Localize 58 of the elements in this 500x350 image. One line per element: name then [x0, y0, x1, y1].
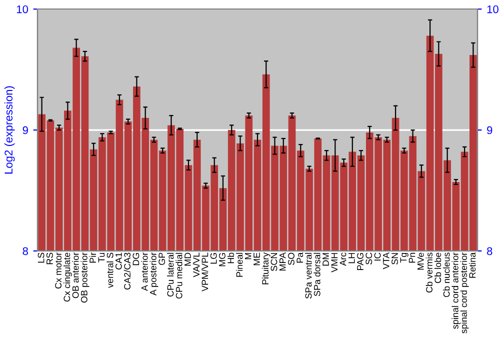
- x-tick-label: CPu lateral: [167, 252, 174, 297]
- x-tick-label: Pa: [296, 252, 304, 263]
- x-tick-label: IC: [374, 252, 381, 261]
- x-tick-label: DM: [322, 253, 329, 266]
- x-tick-label: M: [244, 253, 252, 260]
- x-tick-label: SPa ventral: [305, 252, 312, 299]
- x-tick-label: Pineal: [236, 252, 243, 277]
- x-tick-label: PAG: [357, 253, 364, 270]
- x-tick-label: LG: [210, 253, 217, 264]
- x-tick-label: LS: [38, 252, 44, 263]
- x-tick-label: OB anterior: [72, 252, 79, 298]
- x-tick-label: ventral S: [106, 252, 114, 288]
- x-tick-label: SCN: [270, 253, 278, 271]
- x-tick-label: Retina: [468, 252, 476, 278]
- x-tick-label: Pir: [89, 252, 96, 263]
- x-tick-label: Cx motor: [55, 252, 62, 288]
- x-tick-label: A anterior: [141, 252, 148, 291]
- y2-tick-label: 10: [487, 5, 498, 14]
- x-tick-label: Hb: [227, 252, 234, 264]
- x-tick-label: spinal cord anterior: [452, 252, 460, 329]
- x-tick-label: Cb nucleus: [443, 252, 450, 298]
- x-tick-label: VMH: [331, 253, 338, 272]
- y-axis-title: Log2 (expression): [4, 86, 15, 174]
- y2-tick-label: 9: [487, 126, 492, 134]
- x-tick-label: Pn: [408, 252, 416, 263]
- x-tick-label: CA2/CA3: [124, 252, 131, 290]
- x-tick-label: MD: [184, 252, 191, 266]
- x-tick-label: DG: [132, 253, 140, 266]
- x-tick-label: LH: [348, 253, 355, 264]
- x-tick-label: A posterior: [150, 252, 158, 296]
- x-tick-label: Cx cingulate: [63, 252, 72, 302]
- x-tick-label: Tu: [98, 252, 105, 262]
- y-tick-label: 9: [22, 126, 28, 134]
- x-tick-label: VTA: [383, 252, 390, 270]
- x-tick-label: SPa dorsal: [314, 252, 320, 296]
- x-tick-label: SC: [366, 252, 372, 264]
- x-tick-label: VA/VL: [192, 252, 200, 278]
- x-tick-label: ME: [254, 252, 260, 266]
- x-tick-label: Tg: [400, 252, 408, 263]
- x-tick-label: GP: [158, 252, 166, 265]
- x-tick-label: MVe: [418, 252, 424, 270]
- x-tick-label: Arc: [340, 252, 346, 266]
- x-tick-label: MPA: [280, 252, 286, 270]
- x-tick-label: SO: [288, 252, 294, 265]
- x-tick-label: VPM/VPL: [202, 252, 208, 292]
- x-tick-label: CPu medial: [176, 252, 182, 299]
- x-tick-label: Cb vermis: [426, 252, 432, 293]
- x-tick-label: CA1: [115, 252, 122, 270]
- x-tick-label: SN: [392, 253, 398, 264]
- x-tick-label: RS: [46, 252, 53, 264]
- x-tick-label: Pituitary: [262, 252, 270, 284]
- y2-tick-label: 8: [487, 247, 492, 256]
- y-tick-label: 8: [22, 247, 28, 256]
- x-tick-label: MG: [219, 253, 226, 266]
- x-tick-label: spinal cord posterior: [460, 252, 469, 334]
- y-tick-label: 10: [16, 5, 28, 14]
- x-tick-label: Cb lobe: [434, 252, 442, 283]
- x-tick-label: OB posterior: [80, 252, 90, 303]
